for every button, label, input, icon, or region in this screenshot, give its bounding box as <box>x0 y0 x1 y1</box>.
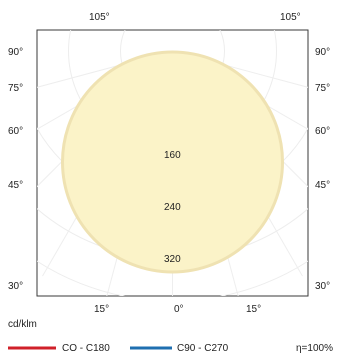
unit-label: cd/klm <box>8 319 37 330</box>
right-tick-30: 30° <box>315 281 330 292</box>
top-tick-right: 105° <box>280 12 301 23</box>
left-tick-60: 60° <box>8 126 23 137</box>
right-tick-45: 45° <box>315 180 330 191</box>
legend-label-c0-c180: CO - C180 <box>62 343 110 354</box>
bottom-tick-15-right: 15° <box>246 304 261 315</box>
legend-label-c90-c270: C90 - C270 <box>177 343 229 354</box>
efficiency-label: η=100% <box>296 343 333 354</box>
right-tick-75: 75° <box>315 83 330 94</box>
left-tick-45: 45° <box>8 180 23 191</box>
light-distribution-shape <box>61 50 284 274</box>
radial-label-240: 240 <box>164 202 181 213</box>
radial-label-160: 160 <box>164 150 181 161</box>
radial-label-320: 320 <box>164 254 181 265</box>
top-tick-left: 105° <box>89 12 110 23</box>
left-tick-30: 30° <box>8 281 23 292</box>
left-tick-90: 90° <box>8 47 23 58</box>
bottom-tick-0: 0° <box>174 304 184 315</box>
right-tick-90: 90° <box>315 47 330 58</box>
bottom-tick-15-left: 15° <box>94 304 109 315</box>
left-tick-75: 75° <box>8 83 23 94</box>
right-tick-60: 60° <box>315 126 330 137</box>
